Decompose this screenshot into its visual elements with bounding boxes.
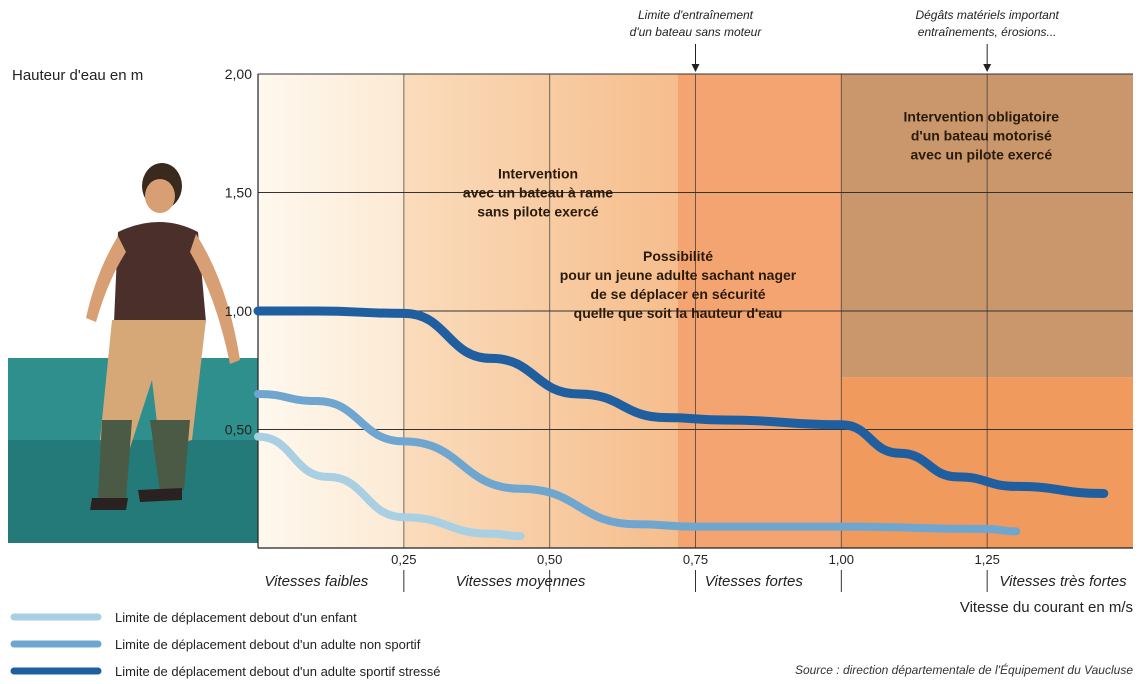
annotation-1-line-3: quelle que soit la hauteur d'eau (574, 305, 783, 321)
top-annotation-0-line-1: d'un bateau sans moteur (630, 25, 763, 39)
zone-label-1: Vitesses moyennes (456, 573, 586, 590)
x-tick-label-1: 0,50 (537, 552, 562, 567)
x-tick-label-2: 0,75 (683, 552, 708, 567)
annotation-2: Intervention obligatoire d'un bateau moto… (904, 108, 1060, 162)
top-annotation-arrowhead-0 (691, 64, 700, 72)
top-annotation-1-line-1: entraînements, érosions... (918, 25, 1057, 39)
gridlines (258, 73, 1133, 548)
x-tick-label-3: 1,00 (829, 552, 854, 567)
x-tick-label-0: 0,25 (391, 552, 416, 567)
legend: Limite de déplacement debout d'un enfant… (10, 610, 441, 679)
annotation-0: Intervention avec un bateau à rame sans pi… (463, 165, 613, 219)
top-annotation-arrowhead-1 (983, 64, 992, 72)
x-tick-label-4: 1,25 (975, 552, 1000, 567)
x-axis-label: Vitesse du courant en m/s (960, 599, 1133, 616)
annotation-1-line-2: de se déplacer en sécurité (590, 286, 765, 302)
annotation-2-line-0: Intervention obligatoire (904, 108, 1060, 124)
zone-label-2: Vitesses fortes (705, 573, 804, 590)
series-line-0 (254, 432, 525, 541)
y-tick-label-1: 1,00 (225, 303, 252, 319)
annotation-1-line-1: pour un jeune adulte sachant nager (560, 267, 797, 283)
axes: 0,50 1,00 1,50 2,00 0,25 0,50 0,75 1,00 1,25 Vite… (225, 66, 1133, 592)
annotation-0-line-0: Intervention (498, 165, 578, 181)
annotations: Intervention avec un bateau à rame sans pi… (463, 8, 1060, 321)
water-lower (8, 440, 258, 543)
source-note: Source : direction départementale de l'É… (795, 662, 1133, 677)
annotation-0-line-2: sans pilote exercé (477, 203, 599, 219)
series-line-2 (253, 306, 1109, 498)
y-tick-label-3: 2,00 (225, 66, 252, 82)
annotation-1-line-0: Possibilité (643, 248, 713, 264)
annotation-0-line-1: avec un bateau à rame (463, 184, 613, 200)
legend-label-adulte-non-sportif: Limite de déplacement debout d'un adulte… (115, 637, 421, 652)
top-annotation-1-line-0: Dégâts matériels important (915, 8, 1059, 22)
top-annotation-1: Dégâts matériels important entraînements,… (915, 8, 1060, 72)
top-annotation-0-line-0: Limite d'entraînement (638, 8, 754, 22)
series-line-1 (254, 389, 1021, 536)
zone-label-3: Vitesses très fortes (999, 573, 1127, 590)
top-annotation-0: Limite d'entraînement d'un bateau sans mo… (630, 8, 763, 72)
legend-label-enfant: Limite de déplacement debout d'un enfant (115, 610, 357, 625)
y-axis-label: Hauteur d'eau en m (12, 67, 143, 84)
person-illustration (8, 163, 258, 543)
y-tick-label-2: 1,50 (225, 185, 252, 201)
series-layer (253, 306, 1109, 541)
legend-label-adulte-sportif: Limite de déplacement debout d'un adulte… (115, 664, 441, 679)
annotation-2-line-1: d'un bateau motorisé (911, 127, 1052, 143)
y-tick-label-0: 0,50 (225, 422, 252, 438)
annotation-1: Possibilité pour un jeune adulte sachant … (560, 248, 797, 321)
zone-label-0: Vitesses faibles (264, 573, 368, 590)
annotation-2-line-2: avec un pilote exercé (911, 146, 1053, 162)
